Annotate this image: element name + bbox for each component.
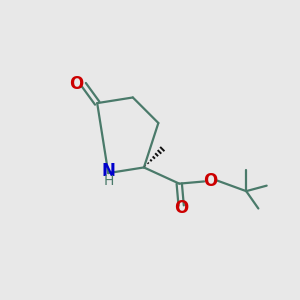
Text: O: O: [174, 199, 188, 217]
Text: N: N: [102, 162, 116, 180]
Text: H: H: [104, 174, 114, 188]
Text: O: O: [69, 75, 83, 93]
Text: O: O: [203, 172, 218, 190]
